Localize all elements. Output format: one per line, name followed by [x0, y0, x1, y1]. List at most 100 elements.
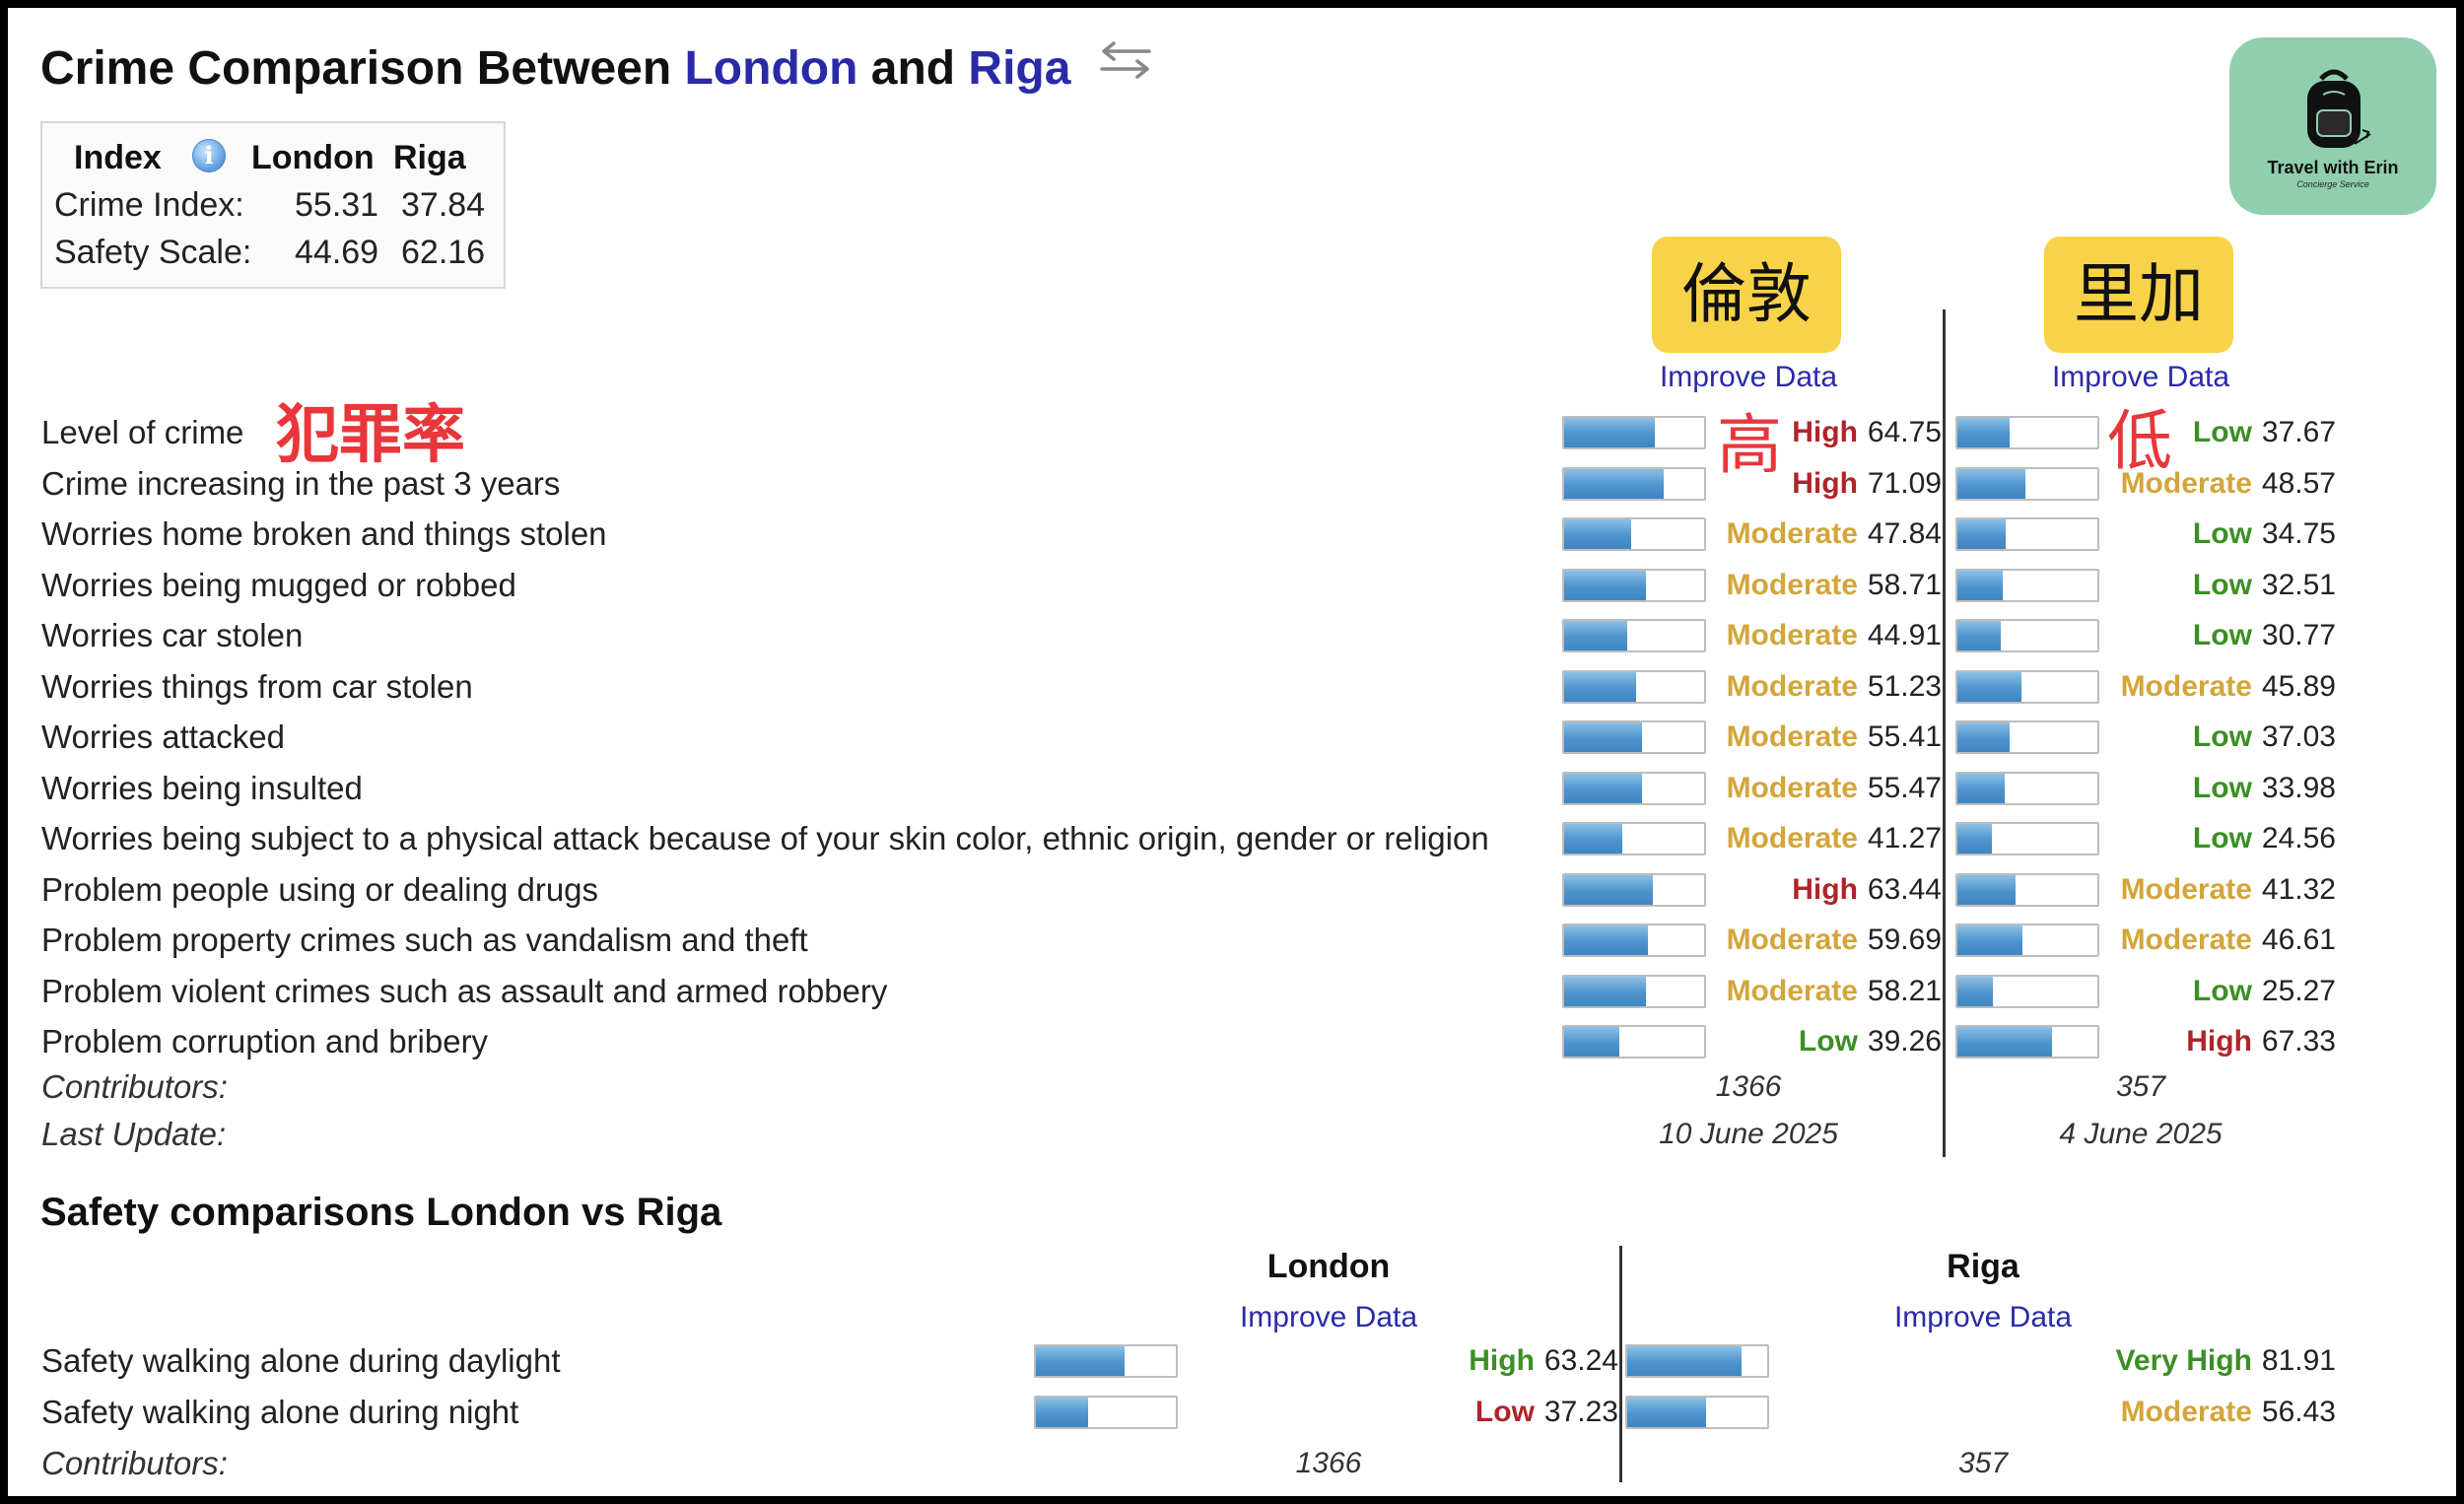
london-score-bar-fill: [1564, 571, 1647, 600]
city2-link[interactable]: Riga: [968, 42, 1071, 95]
riga-score-text: 25.27: [2261, 975, 2336, 1007]
riga-level-value: Low 37.67: [2193, 416, 2336, 449]
safety-scale-london: 44.69: [295, 234, 379, 271]
riga-score-bar-fill: [1957, 672, 2022, 702]
riga-score-text: 24.56: [2261, 822, 2336, 855]
london-score-bar: [1562, 822, 1706, 855]
riga-safety-bar: [1625, 1396, 1769, 1429]
page-title: Crime Comparison Between London and Riga: [40, 41, 1153, 99]
riga-score-bar-fill: [1957, 774, 2006, 803]
london-score-text: 58.71: [1867, 569, 1942, 601]
riga-score-bar-fill: [1957, 1027, 2052, 1057]
london-level-text: High: [1792, 467, 1858, 500]
swap-cities-icon[interactable]: [1098, 36, 1153, 91]
riga-safety-level-text: Moderate: [2120, 1396, 2252, 1428]
riga-score-text: 30.77: [2261, 619, 2336, 651]
london-score-text: 63.44: [1867, 873, 1942, 906]
london-safety-bar: [1034, 1396, 1178, 1429]
london-score-text: 59.69: [1867, 923, 1942, 956]
london-score-bar-fill: [1564, 418, 1655, 447]
london-level-text: Moderate: [1726, 923, 1858, 956]
london-safety-level-value: Low 37.23: [1475, 1396, 1618, 1429]
london-score-bar-fill: [1564, 875, 1654, 905]
riga-score-bar-fill: [1957, 621, 2001, 650]
safety-contributors-label: Contributors:: [41, 1445, 228, 1481]
riga-safety-score-text: 81.91: [2261, 1344, 2336, 1377]
crime-row-label: Worries attacked: [41, 718, 285, 755]
riga-level-value: Low 25.27: [2193, 975, 2336, 1008]
london-score-bar-fill: [1564, 469, 1664, 499]
riga-score-text: 46.61: [2261, 923, 2336, 956]
riga-level-value: Low 34.75: [2193, 517, 2336, 551]
riga-score-bar: [1955, 1025, 2099, 1059]
safety-scale-label: Safety Scale:: [54, 234, 252, 271]
london-score-bar: [1562, 1025, 1706, 1059]
crime-row-label: Worries car stolen: [41, 617, 304, 653]
london-safety-level-text: Low: [1474, 1396, 1535, 1428]
safety-riga-header: Riga: [1947, 1248, 2019, 1285]
crime-rate-annotation: 犯罪率: [276, 399, 465, 472]
riga-cjk-badge: 里加: [2044, 237, 2233, 353]
london-score-bar-fill: [1564, 774, 1642, 803]
riga-score-text: 37.67: [2261, 416, 2336, 448]
riga-score-text: 48.57: [2261, 467, 2336, 500]
london-header: London: [251, 139, 375, 176]
riga-level-value: Low 24.56: [2193, 822, 2336, 855]
riga-level-text: Low: [2192, 720, 2252, 753]
riga-score-bar: [1955, 923, 2099, 957]
riga-score-text: 45.89: [2261, 670, 2336, 703]
london-level-text: Moderate: [1726, 720, 1858, 753]
safety-riga-contributors: 357: [1957, 1447, 2009, 1479]
crime-row-label: Problem violent crimes such as assault a…: [41, 973, 888, 1009]
riga-level-value: Low 33.98: [2193, 772, 2336, 805]
riga-last-update: 4 June 2025: [2059, 1118, 2223, 1150]
london-score-text: 55.41: [1867, 720, 1942, 753]
riga-score-text: 32.51: [2261, 569, 2336, 601]
info-icon[interactable]: i: [192, 139, 226, 172]
riga-score-bar-fill: [1957, 722, 2010, 752]
safety-london-improve-data-link[interactable]: Improve Data: [1239, 1301, 1418, 1333]
riga-score-bar: [1955, 517, 2099, 551]
riga-level-text: Low: [2192, 619, 2252, 651]
london-level-value: Moderate 47.84: [1727, 517, 1942, 551]
safety-london-header: London: [1266, 1248, 1391, 1285]
london-score-text: 39.26: [1867, 1025, 1942, 1058]
london-score-bar: [1562, 619, 1706, 652]
riga-level-value: Low 30.77: [2193, 619, 2336, 652]
london-level-value: Moderate 58.21: [1727, 975, 1942, 1008]
london-level-text: Moderate: [1726, 772, 1858, 804]
riga-safety-level-value: Moderate 56.43: [2121, 1396, 2336, 1429]
london-score-bar-fill: [1564, 519, 1631, 549]
london-score-text: 64.75: [1867, 416, 1942, 448]
riga-improve-data-link[interactable]: Improve Data: [2051, 361, 2230, 393]
riga-level-value: Moderate 46.61: [2121, 923, 2336, 957]
london-level-text: Low: [1798, 1025, 1858, 1058]
riga-score-bar-fill: [1957, 469, 2025, 499]
london-safety-score-text: 37.23: [1543, 1396, 1618, 1428]
riga-score-bar-fill: [1957, 824, 1992, 854]
riga-score-bar: [1955, 772, 2099, 805]
city1-link[interactable]: London: [684, 42, 858, 95]
riga-header: Riga: [393, 139, 466, 176]
london-level-value: Moderate 55.41: [1727, 720, 1942, 754]
london-score-bar: [1562, 975, 1706, 1008]
london-high-annotation: 高: [1717, 407, 1782, 483]
riga-score-bar: [1955, 822, 2099, 855]
london-improve-data-link[interactable]: Improve Data: [1659, 361, 1838, 393]
london-score-bar: [1562, 467, 1706, 501]
safety-london-contributors: 1366: [1295, 1447, 1362, 1479]
crime-index-london: 55.31: [295, 186, 379, 224]
crime-row-label: Worries being insulted: [41, 770, 363, 806]
crime-row-label: Level of crime: [41, 414, 244, 450]
london-score-bar: [1562, 923, 1706, 957]
london-level-text: Moderate: [1726, 619, 1858, 651]
london-level-value: Moderate 58.71: [1727, 569, 1942, 602]
london-score-bar-fill: [1564, 672, 1636, 702]
riga-safety-score-text: 56.43: [2261, 1396, 2336, 1428]
london-level-value: Low 39.26: [1799, 1025, 1942, 1059]
safety-row-label: Safety walking alone during night: [41, 1394, 519, 1430]
london-level-text: High: [1792, 416, 1858, 448]
riga-level-text: Moderate: [2120, 873, 2252, 906]
riga-score-bar: [1955, 467, 2099, 501]
safety-riga-improve-data-link[interactable]: Improve Data: [1893, 1301, 2073, 1333]
